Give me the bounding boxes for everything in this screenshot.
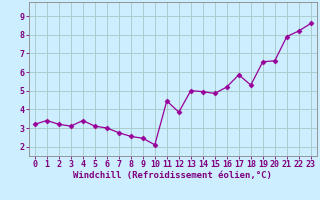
X-axis label: Windchill (Refroidissement éolien,°C): Windchill (Refroidissement éolien,°C) — [73, 171, 272, 180]
